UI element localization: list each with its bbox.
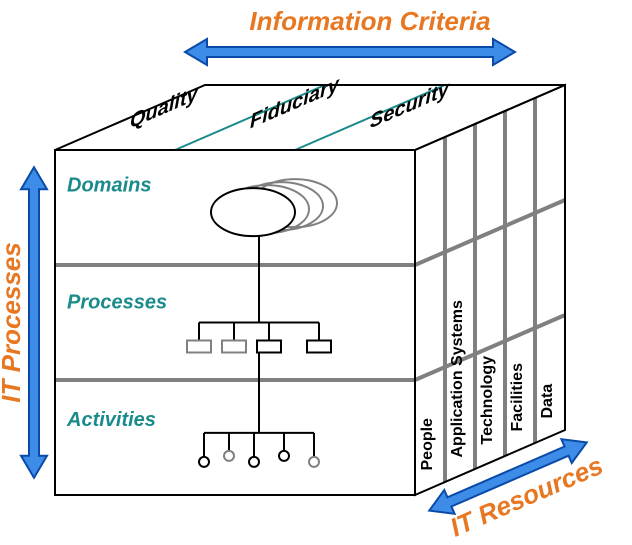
front-row-processes: Processes (67, 292, 167, 314)
side-col-people: People (419, 418, 436, 471)
side-col-technology: Technology (479, 356, 496, 445)
top-axis-arrow (185, 39, 515, 65)
cobit-cube-diagram: Quality Fiduciary Security Domains Proce… (0, 0, 632, 545)
axis-label-information-criteria: Information Criteria (249, 6, 490, 36)
front-row-domains: Domains (67, 174, 151, 196)
side-col-appsys: Application Systems (449, 300, 466, 457)
front-row-activities: Activities (66, 409, 156, 431)
axis-label-it-processes: IT Processes (0, 242, 26, 402)
side-col-facilities: Facilities (509, 363, 526, 432)
side-col-data: Data (539, 384, 556, 419)
